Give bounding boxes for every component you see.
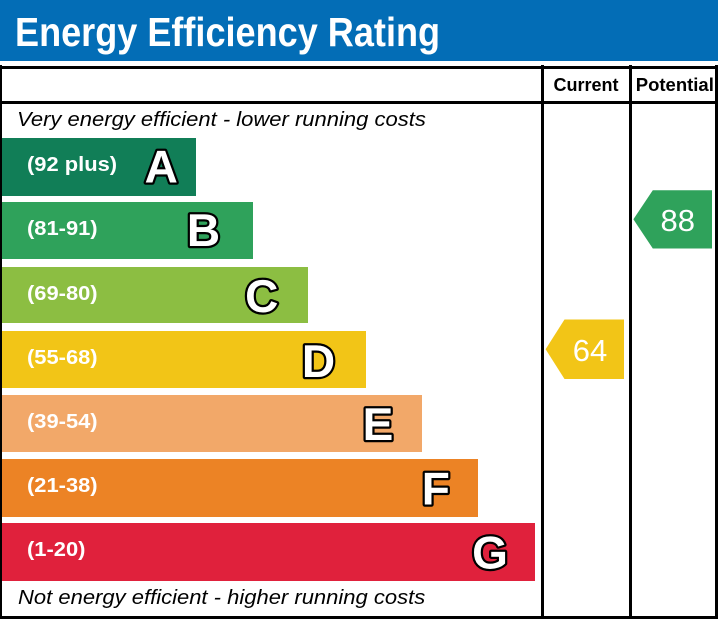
- svg-text:G: G: [472, 527, 508, 579]
- svg-text:F: F: [422, 463, 450, 515]
- svg-text:88: 88: [661, 203, 695, 238]
- svg-text:A: A: [145, 140, 178, 192]
- svg-text:D: D: [302, 335, 335, 387]
- svg-text:64: 64: [573, 333, 607, 368]
- svg-text:B: B: [187, 204, 220, 256]
- svg-text:E: E: [363, 398, 394, 450]
- svg-text:C: C: [245, 270, 278, 322]
